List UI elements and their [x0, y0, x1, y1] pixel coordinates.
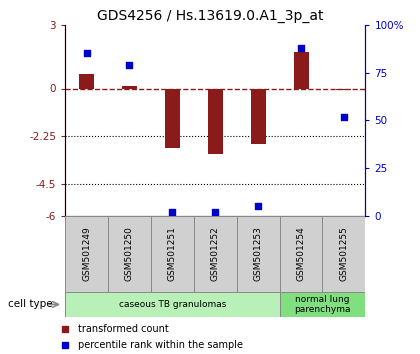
- Bar: [323, 216, 365, 292]
- Text: GSM501252: GSM501252: [211, 227, 220, 281]
- Point: [169, 209, 176, 215]
- Point: [298, 45, 304, 51]
- Bar: [65, 292, 280, 317]
- Point: [212, 209, 218, 215]
- Point: [126, 62, 133, 68]
- Text: GSM501249: GSM501249: [82, 227, 91, 281]
- Bar: [65, 216, 108, 292]
- Bar: [336, 88, 352, 90]
- Bar: [165, 88, 180, 148]
- Text: GSM501251: GSM501251: [168, 227, 177, 281]
- Text: GSM501254: GSM501254: [297, 227, 305, 281]
- Bar: [208, 88, 223, 154]
- Point: [341, 114, 347, 119]
- Text: normal lung
parenchyma: normal lung parenchyma: [294, 295, 351, 314]
- Bar: [251, 88, 266, 144]
- Bar: [79, 74, 94, 88]
- Point: [255, 204, 262, 209]
- Text: caseous TB granulomas: caseous TB granulomas: [119, 300, 226, 309]
- Bar: [280, 292, 365, 317]
- Bar: [194, 216, 237, 292]
- Text: GSM501250: GSM501250: [125, 227, 134, 281]
- Bar: [108, 216, 151, 292]
- Point: [83, 51, 90, 56]
- Text: GDS4256 / Hs.13619.0.A1_3p_at: GDS4256 / Hs.13619.0.A1_3p_at: [97, 9, 323, 23]
- Text: cell type: cell type: [8, 299, 53, 309]
- Bar: [280, 216, 323, 292]
- Text: percentile rank within the sample: percentile rank within the sample: [78, 340, 243, 350]
- Text: transformed count: transformed count: [78, 324, 168, 334]
- Text: GSM501255: GSM501255: [339, 227, 349, 281]
- Bar: [151, 216, 194, 292]
- Bar: [237, 216, 280, 292]
- Bar: [122, 86, 137, 88]
- Bar: [294, 52, 309, 88]
- Text: GSM501253: GSM501253: [254, 227, 262, 281]
